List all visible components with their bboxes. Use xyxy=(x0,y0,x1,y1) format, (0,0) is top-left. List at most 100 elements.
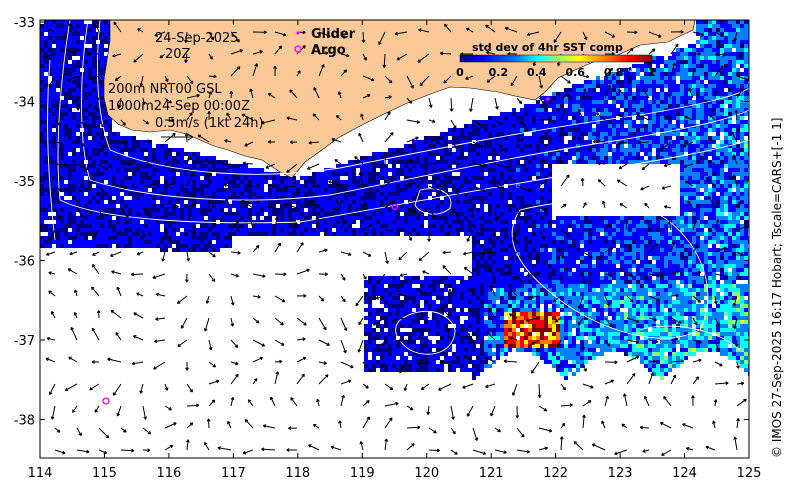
sst-cell xyxy=(528,260,532,264)
sst-cell xyxy=(208,192,212,196)
sst-cell xyxy=(376,188,380,192)
sst-cell xyxy=(44,108,48,112)
sst-cell xyxy=(460,184,464,188)
sst-cell xyxy=(388,328,392,332)
sst-cell xyxy=(512,256,516,260)
sst-cell xyxy=(492,164,496,168)
sst-cell xyxy=(260,208,264,212)
sst-cell xyxy=(220,212,224,216)
sst-cell xyxy=(508,184,512,188)
sst-cell xyxy=(480,152,484,156)
sst-cell xyxy=(52,172,56,176)
sst-cell xyxy=(100,148,104,152)
sst-cell xyxy=(92,84,96,88)
sst-cell xyxy=(488,240,492,244)
sst-cell xyxy=(464,364,468,368)
sst-cell xyxy=(508,280,512,284)
sst-cell xyxy=(416,224,420,228)
sst-cell xyxy=(412,352,416,356)
sst-cell xyxy=(548,100,552,104)
sst-cell xyxy=(492,212,496,216)
sst-cell xyxy=(460,148,464,152)
sst-cell xyxy=(332,208,336,212)
sst-cell xyxy=(184,204,188,208)
sst-cell xyxy=(136,168,140,172)
sst-cell xyxy=(568,296,572,300)
sst-cell xyxy=(532,244,536,248)
sst-cell xyxy=(576,252,580,256)
sst-cell xyxy=(436,304,440,308)
sst-cell xyxy=(92,228,96,232)
sst-cell xyxy=(460,136,464,140)
sst-cell xyxy=(168,212,172,216)
sst-cell xyxy=(120,220,124,224)
sst-cell xyxy=(308,204,312,208)
sst-cell xyxy=(576,156,580,160)
sst-cell xyxy=(128,200,132,204)
sst-cell xyxy=(576,112,580,116)
sst-cell xyxy=(48,52,52,56)
sst-cell xyxy=(472,168,476,172)
sst-cell xyxy=(408,232,412,236)
sst-cell xyxy=(184,208,188,212)
sst-cell xyxy=(128,204,132,208)
sst-cell xyxy=(336,216,340,220)
sst-cell xyxy=(420,220,424,224)
sst-cell xyxy=(476,260,480,264)
sst-cell xyxy=(492,228,496,232)
sst-cell xyxy=(112,136,116,140)
sst-cell xyxy=(552,108,556,112)
sst-cell xyxy=(428,156,432,160)
sst-cell xyxy=(432,324,436,328)
sst-cell xyxy=(432,164,436,168)
sst-cell xyxy=(84,112,88,116)
sst-cell xyxy=(460,144,464,148)
sst-cell xyxy=(316,208,320,212)
sst-cell xyxy=(140,180,144,184)
sst-cell xyxy=(376,208,380,212)
sst-cell xyxy=(436,168,440,172)
sst-cell xyxy=(508,236,512,240)
sst-cell xyxy=(552,128,556,132)
sst-cell xyxy=(368,192,372,196)
sst-cell xyxy=(160,192,164,196)
sst-cell xyxy=(64,108,68,112)
sst-cell xyxy=(204,160,208,164)
sst-cell xyxy=(176,184,180,188)
sst-cell xyxy=(472,196,476,200)
sst-cell xyxy=(548,272,552,276)
sst-cell xyxy=(448,212,452,216)
sst-cell xyxy=(528,180,532,184)
sst-cell xyxy=(524,340,528,344)
sst-cell xyxy=(408,204,412,208)
sst-cell xyxy=(72,168,76,172)
sst-cell xyxy=(272,196,276,200)
sst-cell xyxy=(236,184,240,188)
sst-cell xyxy=(392,328,396,332)
sst-cell xyxy=(548,308,552,312)
sst-cell xyxy=(496,180,500,184)
sst-cell xyxy=(76,184,80,188)
sst-cell xyxy=(224,164,228,168)
sst-cell xyxy=(468,136,472,140)
sst-cell xyxy=(500,320,504,324)
sst-cell xyxy=(116,244,120,248)
sst-cell xyxy=(460,332,464,336)
sst-cell xyxy=(556,292,560,296)
sst-cell xyxy=(108,188,112,192)
sst-cell xyxy=(112,148,116,152)
sst-cell xyxy=(532,248,536,252)
sst-cell xyxy=(200,168,204,172)
sst-cell xyxy=(544,344,548,348)
sst-cell xyxy=(512,136,516,140)
sst-cell xyxy=(468,276,472,280)
sst-cell xyxy=(276,208,280,212)
sst-cell xyxy=(564,248,568,252)
sst-cell xyxy=(480,200,484,204)
sst-cell xyxy=(544,188,548,192)
sst-cell xyxy=(500,264,504,268)
sst-cell xyxy=(492,352,496,356)
sst-cell xyxy=(528,200,532,204)
sst-cell xyxy=(464,288,468,292)
sst-cell xyxy=(72,120,76,124)
